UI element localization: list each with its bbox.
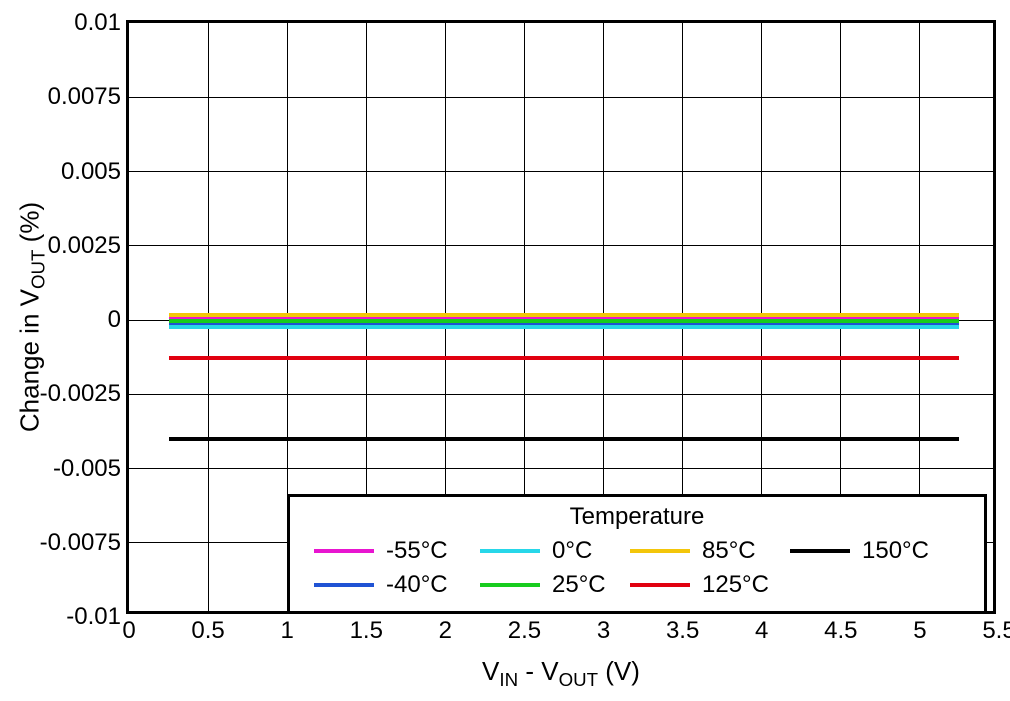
legend-label: 0°C	[552, 537, 592, 565]
legend-label: -55°C	[386, 537, 448, 565]
legend: Temperature -55°C 0°C 85°C 150°C -40°C 25°C 125…	[287, 494, 987, 611]
legend-swatch	[630, 583, 690, 587]
grid-line-horizontal	[129, 97, 993, 98]
y-tick-label: 0.0025	[48, 232, 129, 260]
grid-line-horizontal	[129, 468, 993, 469]
y-tick-label: -0.005	[53, 455, 129, 483]
y-tick-label: -0.0025	[40, 380, 129, 408]
x-axis-label: VIN - VOUT (V)	[482, 656, 640, 691]
legend-swatch	[480, 549, 540, 553]
y-tick-label: 0.0075	[48, 83, 129, 111]
legend-label: 85°C	[702, 537, 756, 565]
x-tick-label: 5	[913, 611, 926, 645]
grid-line-horizontal	[129, 171, 993, 172]
grid-line-horizontal	[129, 245, 993, 246]
series-line	[169, 319, 960, 323]
legend-item: -55°C	[314, 537, 470, 565]
x-tick-label: 2	[439, 611, 452, 645]
legend-swatch	[314, 583, 374, 587]
y-tick-label: -0.0075	[40, 529, 129, 557]
legend-label: 25°C	[552, 571, 606, 599]
x-tick-label: 4.5	[824, 611, 857, 645]
chart-container: Change in VOUT (%) 00.511.522.533.544.55…	[0, 0, 1010, 701]
legend-label: -40°C	[386, 571, 448, 599]
legend-item: 125°C	[630, 571, 780, 599]
y-tick-label: 0.005	[61, 158, 129, 186]
series-line	[169, 356, 960, 360]
legend-item: 150°C	[790, 537, 946, 565]
x-tick-label: 2.5	[508, 611, 541, 645]
y-tick-label: -0.01	[66, 603, 129, 631]
x-tick-label: 1.5	[350, 611, 383, 645]
x-tick-label: 1	[280, 611, 293, 645]
legend-item: -40°C	[314, 571, 470, 599]
x-axis-label-text: VIN - VOUT (V)	[482, 656, 640, 686]
x-tick-label: 0.5	[191, 611, 224, 645]
legend-swatch	[630, 549, 690, 553]
x-tick-label: 5.5	[982, 611, 1010, 645]
grid-line-horizontal	[129, 394, 993, 395]
plot-area: 00.511.522.533.544.555.5-0.01-0.0075-0.0…	[126, 20, 996, 614]
legend-item: 85°C	[630, 537, 780, 565]
y-tick-label: 0	[108, 306, 129, 334]
legend-label: 150°C	[862, 537, 929, 565]
legend-item: 25°C	[480, 571, 620, 599]
legend-label: 125°C	[702, 571, 769, 599]
x-tick-label: 3	[597, 611, 610, 645]
legend-title: Temperature	[314, 503, 960, 531]
series-line	[169, 325, 960, 329]
legend-swatch	[790, 549, 850, 553]
legend-swatch	[314, 549, 374, 553]
series-line	[169, 437, 960, 441]
y-tick-label: 0.01	[74, 9, 129, 37]
series-line	[169, 313, 960, 317]
x-tick-label: 4	[755, 611, 768, 645]
x-tick-label: 3.5	[666, 611, 699, 645]
legend-item: 0°C	[480, 537, 620, 565]
legend-swatch	[480, 583, 540, 587]
